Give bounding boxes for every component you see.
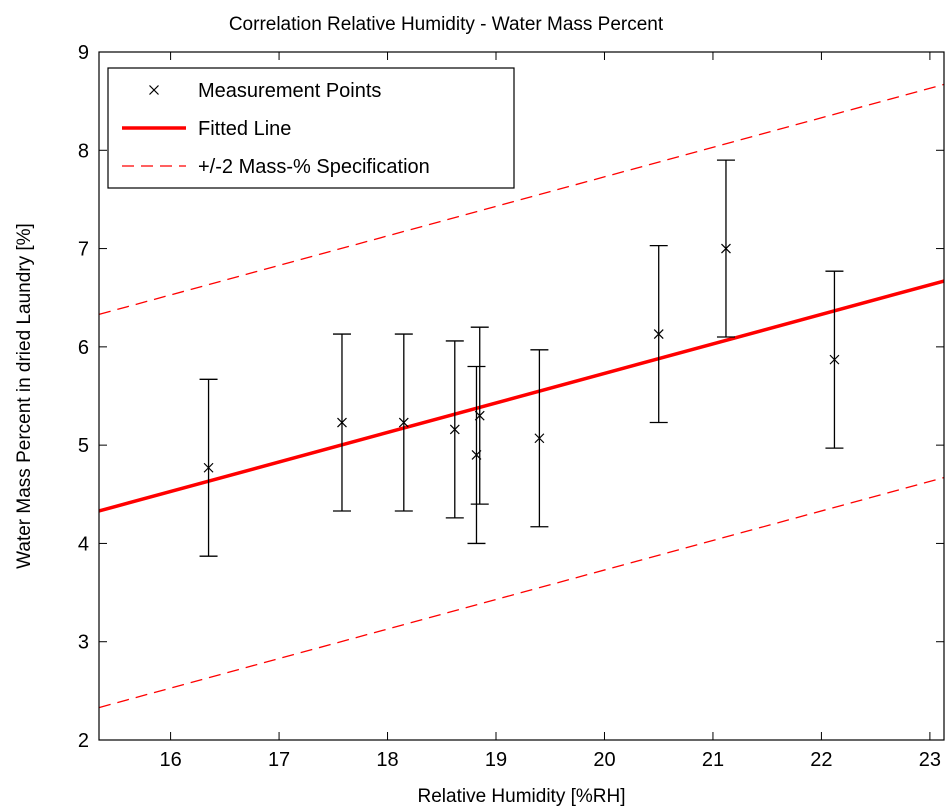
spec-upper-line xyxy=(98,83,945,316)
point-marker xyxy=(337,417,347,428)
data-point xyxy=(470,326,489,505)
data-point xyxy=(716,159,735,338)
data-point xyxy=(445,340,464,519)
y-tick-label: 9 xyxy=(78,42,89,64)
data-point xyxy=(332,333,351,512)
fitted-line-path xyxy=(98,279,945,513)
chart-title: Correlation Relative Humidity - Water Ma… xyxy=(229,14,664,35)
measurement-points xyxy=(199,159,844,557)
axes-box xyxy=(98,51,945,741)
x-tick-label: 21 xyxy=(702,749,724,771)
x-tick-label: 17 xyxy=(268,749,290,771)
x-tick-label: 22 xyxy=(810,749,832,771)
fitted-line xyxy=(98,279,945,513)
x-tick-label: 16 xyxy=(159,749,181,771)
legend-marker-symbol xyxy=(149,85,159,95)
y-tick-label: 6 xyxy=(78,337,89,359)
x-tick-label: 19 xyxy=(485,749,507,771)
y-axis-label: Water Mass Percent in dried Laundry [%] xyxy=(14,223,35,569)
legend-label: Measurement Points xyxy=(198,80,381,102)
spec-lower-line xyxy=(98,476,945,709)
x-tick-label: 18 xyxy=(376,749,398,771)
point-marker xyxy=(653,329,664,340)
y-tick-label: 3 xyxy=(78,632,89,654)
y-tick-label: 7 xyxy=(78,239,89,261)
data-point xyxy=(530,349,549,528)
data-point xyxy=(649,244,668,424)
point-marker xyxy=(449,424,460,435)
legend-label: Fitted Line xyxy=(198,118,291,140)
y-tick-label: 4 xyxy=(78,533,89,555)
data-point xyxy=(199,378,218,557)
x-axis-label: Relative Humidity [%RH] xyxy=(418,786,626,807)
x-tick-label: 20 xyxy=(593,749,615,771)
data-point xyxy=(394,333,413,512)
spec-lines xyxy=(98,83,945,709)
point-marker xyxy=(721,243,731,254)
legend: Measurement Points Fitted Line +/-2 Mass-%… xyxy=(107,67,515,189)
point-marker xyxy=(474,410,485,421)
x-tick-label: 23 xyxy=(919,749,941,771)
legend-label: +/-2 Mass-% Specification xyxy=(198,156,430,178)
point-marker xyxy=(829,354,840,365)
point-marker xyxy=(203,462,214,473)
data-point xyxy=(825,270,844,449)
y-tick-label: 8 xyxy=(78,140,89,162)
y-tick-label: 5 xyxy=(78,435,89,457)
point-marker xyxy=(534,433,545,444)
y-tick-label: 2 xyxy=(78,730,89,752)
point-marker xyxy=(398,417,409,428)
